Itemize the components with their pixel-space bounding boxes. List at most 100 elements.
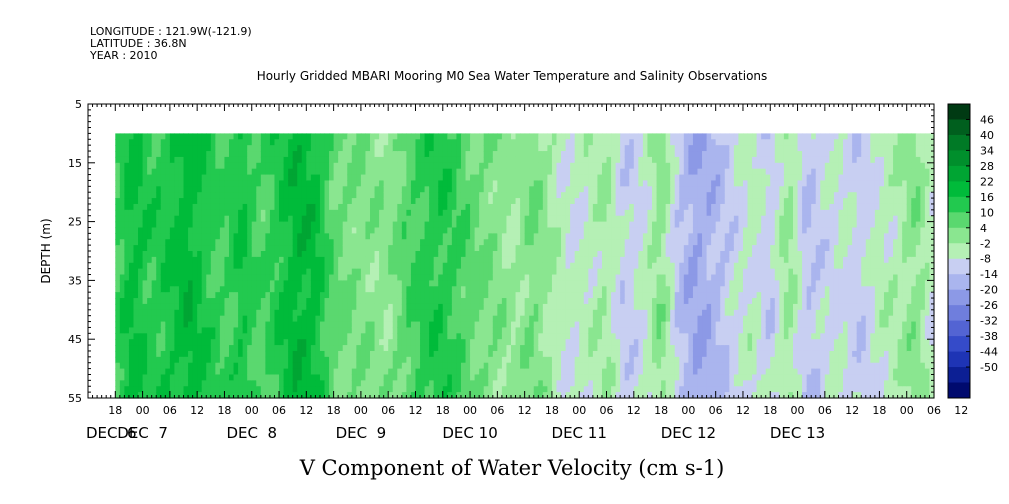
heatmap-cell <box>206 180 212 187</box>
heatmap-cell <box>229 256 235 264</box>
heatmap-cell <box>210 180 216 187</box>
heatmap-cell <box>456 280 462 287</box>
heatmap-cell <box>570 345 576 352</box>
heatmap-cell <box>310 327 317 334</box>
heatmap-cell <box>247 368 253 376</box>
heatmap-cell <box>538 368 544 376</box>
heatmap-cell <box>269 139 276 146</box>
heatmap-cell <box>251 139 257 146</box>
heatmap-cell <box>128 227 135 234</box>
heatmap-cell <box>483 286 489 293</box>
heatmap-cell <box>601 298 608 305</box>
heatmap-cell <box>506 198 512 205</box>
heatmap-cell <box>615 227 621 234</box>
heatmap-cell <box>315 303 321 311</box>
heatmap-cell <box>556 215 562 223</box>
heatmap-cell <box>374 356 380 364</box>
heatmap-cell <box>438 209 444 217</box>
heatmap-cell <box>529 227 535 234</box>
heatmap-cell <box>315 209 321 217</box>
heatmap-cell <box>324 315 330 323</box>
heatmap-cell <box>565 245 571 252</box>
heatmap-cell <box>124 256 130 264</box>
heatmap-cell <box>515 151 521 158</box>
heatmap-cell <box>606 186 612 193</box>
heatmap-cell <box>547 309 553 317</box>
heatmap-cell <box>601 151 608 158</box>
heatmap-cell <box>383 151 389 158</box>
heatmap-cell <box>288 209 294 217</box>
heatmap-cell <box>147 380 153 387</box>
heatmap-cell <box>424 280 430 287</box>
heatmap-cell <box>310 268 317 276</box>
heatmap-cell <box>215 180 221 187</box>
heatmap-cell <box>538 251 544 258</box>
heatmap-cell <box>260 262 266 270</box>
heatmap-cell <box>210 327 216 334</box>
heatmap-cell <box>229 386 235 393</box>
heatmap-cell <box>370 186 376 193</box>
heatmap-cell <box>210 274 216 281</box>
heatmap-cell <box>206 251 212 258</box>
heatmap-cell <box>183 215 189 223</box>
heatmap-cell <box>456 309 462 317</box>
heatmap-cell <box>169 215 176 223</box>
heatmap-cell <box>570 227 576 234</box>
heatmap-cell <box>438 162 444 170</box>
heatmap-cell <box>151 345 157 352</box>
heatmap-cell <box>501 298 508 305</box>
heatmap-cell <box>319 380 326 387</box>
heatmap-cell <box>306 239 312 246</box>
heatmap-cell <box>251 274 257 281</box>
heatmap-cell <box>460 327 467 334</box>
heatmap-cell <box>210 268 216 276</box>
heatmap-cell <box>511 333 517 340</box>
heatmap-cell <box>392 162 398 170</box>
heatmap-cell <box>447 380 453 387</box>
heatmap-cell <box>119 215 125 223</box>
heatmap-cell <box>551 350 558 358</box>
heatmap-cell <box>611 174 617 182</box>
heatmap-cell <box>124 174 130 182</box>
heatmap-cell <box>438 245 444 252</box>
heatmap-cell <box>574 321 580 329</box>
heatmap-cell <box>533 268 539 276</box>
heatmap-cell <box>533 315 539 323</box>
heatmap-cell <box>611 356 617 364</box>
heatmap-cell <box>533 215 539 223</box>
heatmap-cell <box>310 215 317 223</box>
heatmap-cell <box>279 192 285 199</box>
heatmap-cell <box>383 245 389 252</box>
heatmap-cell <box>292 274 298 281</box>
heatmap-cell <box>397 168 403 176</box>
heatmap-cell <box>178 180 185 187</box>
heatmap-cell <box>306 186 312 193</box>
heatmap-cell <box>283 374 289 381</box>
heatmap-cell <box>442 209 448 217</box>
heatmap-cell <box>297 380 303 387</box>
heatmap-cell <box>497 362 503 370</box>
heatmap-cell <box>351 321 357 329</box>
heatmap-cell <box>351 309 357 317</box>
heatmap-cell <box>329 151 335 158</box>
heatmap-cell <box>611 315 617 323</box>
heatmap-cell <box>592 168 599 176</box>
heatmap-cell <box>210 256 216 264</box>
heatmap-cell <box>488 280 494 287</box>
heatmap-cell <box>492 268 498 276</box>
heatmap-cell <box>256 374 262 381</box>
heatmap-cell <box>242 380 248 387</box>
heatmap-cell <box>147 180 153 187</box>
heatmap-cell <box>183 251 189 258</box>
heatmap-cell <box>451 380 458 387</box>
heatmap-cell <box>238 362 244 370</box>
heatmap-cell <box>501 227 508 234</box>
heatmap-cell <box>524 192 530 199</box>
heatmap-cell <box>524 221 530 229</box>
heatmap-cell <box>583 327 589 334</box>
heatmap-cell <box>401 139 407 146</box>
heatmap-cell <box>197 151 203 158</box>
heatmap-cell <box>515 180 521 187</box>
heatmap-cell <box>197 356 203 364</box>
heatmap-cell <box>360 392 367 399</box>
